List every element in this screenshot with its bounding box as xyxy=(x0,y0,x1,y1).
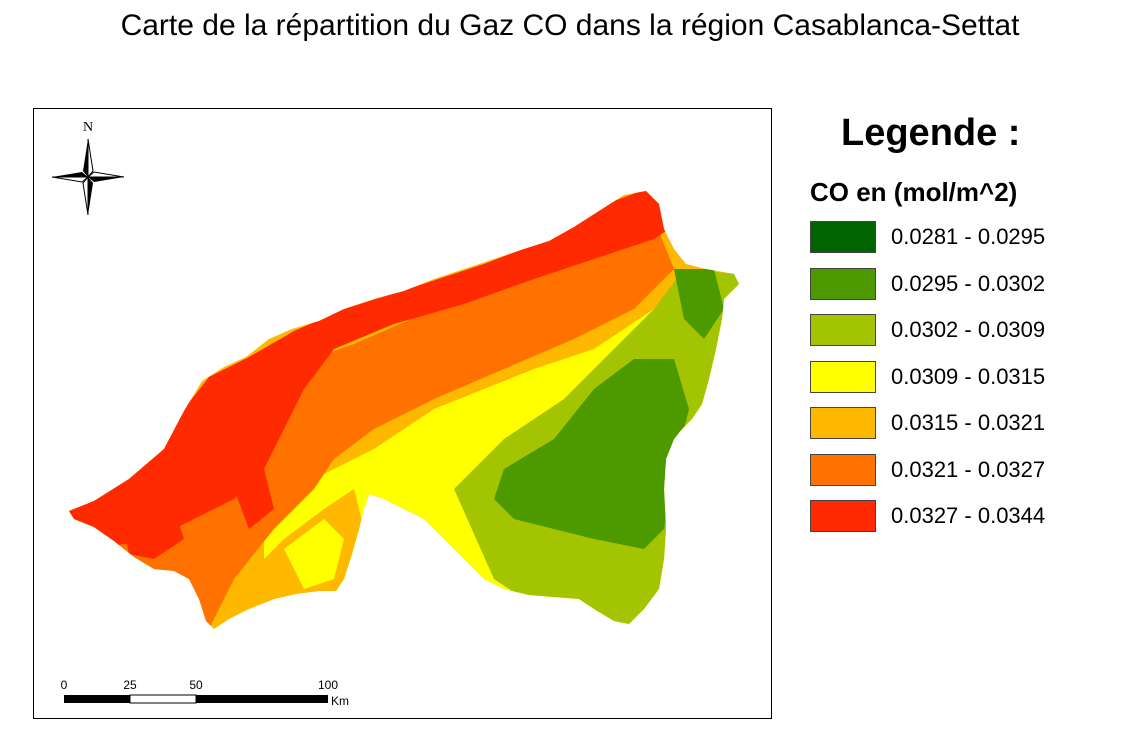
legend-subtitle: CO en (mol/m^2) xyxy=(810,177,1018,207)
legend-label: 0.0327 - 0.0344 xyxy=(891,503,1046,528)
map-title: Carte de la répartition du Gaz CO dans l… xyxy=(120,9,1020,42)
legend-label: 0.0315 - 0.0321 xyxy=(891,410,1046,435)
scale-bar: 0 25 50 100 Km xyxy=(61,678,349,708)
scale-unit: Km xyxy=(331,694,349,708)
scale-tick-100: 100 xyxy=(318,678,338,692)
map-frame: N 0 25 50 100 Km xyxy=(33,108,772,719)
legend-label: 0.0321 - 0.0327 xyxy=(891,457,1046,482)
scale-tick-25: 25 xyxy=(123,678,137,692)
legend-swatch xyxy=(810,268,876,300)
legend-swatch xyxy=(810,407,876,439)
legend-label: 0.0309 - 0.0315 xyxy=(891,364,1046,389)
legend-swatch xyxy=(810,361,876,393)
legend-label: 0.0295 - 0.0302 xyxy=(891,271,1046,296)
north-arrow-icon xyxy=(51,138,125,216)
north-label: N xyxy=(83,120,94,135)
scale-tick-50: 50 xyxy=(189,678,203,692)
scale-tick-0: 0 xyxy=(61,678,68,692)
legend-swatch xyxy=(810,314,876,346)
co-distribution-map xyxy=(69,191,739,629)
legend-swatch xyxy=(810,500,876,532)
legend-swatch xyxy=(810,221,876,253)
legend-label: 0.0281 - 0.0295 xyxy=(891,224,1046,249)
legend-swatch xyxy=(810,454,876,486)
legend-label: 0.0302 - 0.0309 xyxy=(891,317,1046,342)
legend-heading: Legende : xyxy=(841,112,1021,154)
